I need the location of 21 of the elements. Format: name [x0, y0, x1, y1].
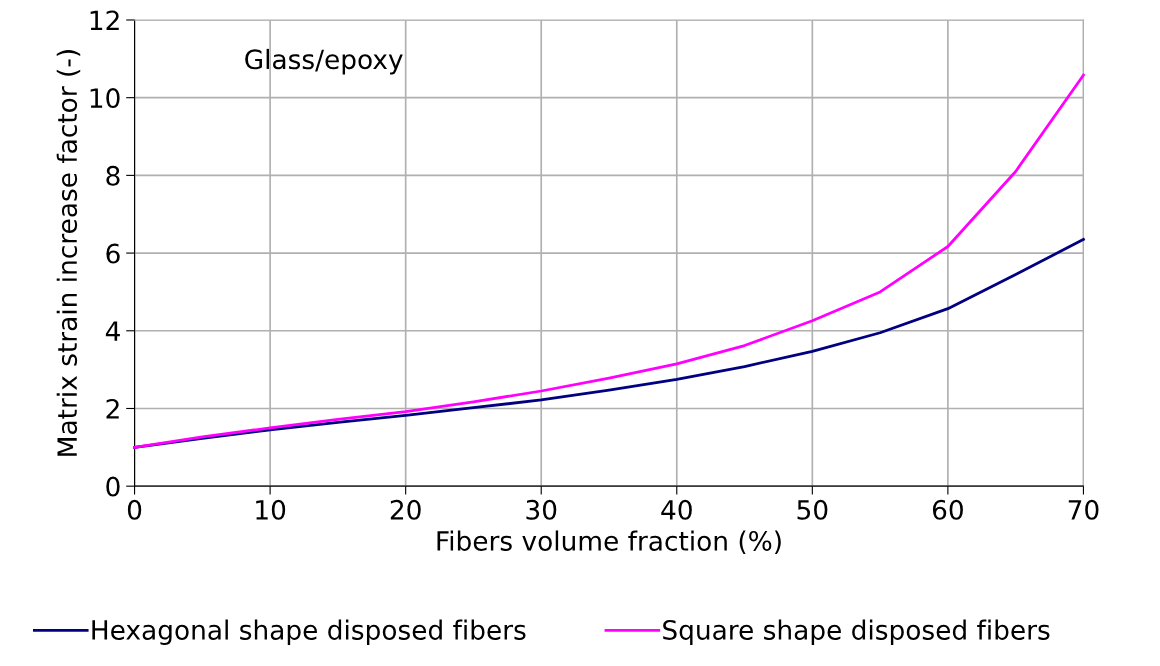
x-tick-label: 50: [797, 499, 828, 520]
x-tick-label: 20: [390, 499, 421, 520]
x-tick-label: 40: [661, 499, 692, 520]
y-tick-label: 4: [105, 321, 120, 341]
x-tick-label: 60: [932, 499, 963, 520]
line-series: [133, 73, 1085, 449]
y-tick-label: 2: [106, 398, 119, 419]
y-tick-label: 0: [106, 476, 120, 497]
y-axis-title: Matrix strain increase factor (-): [56, 50, 81, 456]
x-axis-title: Fibers volume fraction (%): [437, 530, 781, 554]
y-tick-label: 6: [106, 243, 120, 264]
x-tick-label: 10: [256, 499, 286, 520]
y-tick-label: 8: [106, 165, 120, 186]
y-tick-label: 12: [90, 10, 119, 31]
legend-label: Hexagonal shape disposed fibers: [92, 619, 526, 646]
x-tick-label: 70: [1068, 499, 1099, 520]
legend-label: Square shape disposed fibers: [663, 619, 1050, 646]
x-tick-label: 0: [127, 499, 142, 520]
annotation: Glass/epoxy: [245, 48, 403, 75]
y-tick-label: 10: [90, 88, 120, 109]
x-tick-label: 30: [526, 499, 557, 520]
